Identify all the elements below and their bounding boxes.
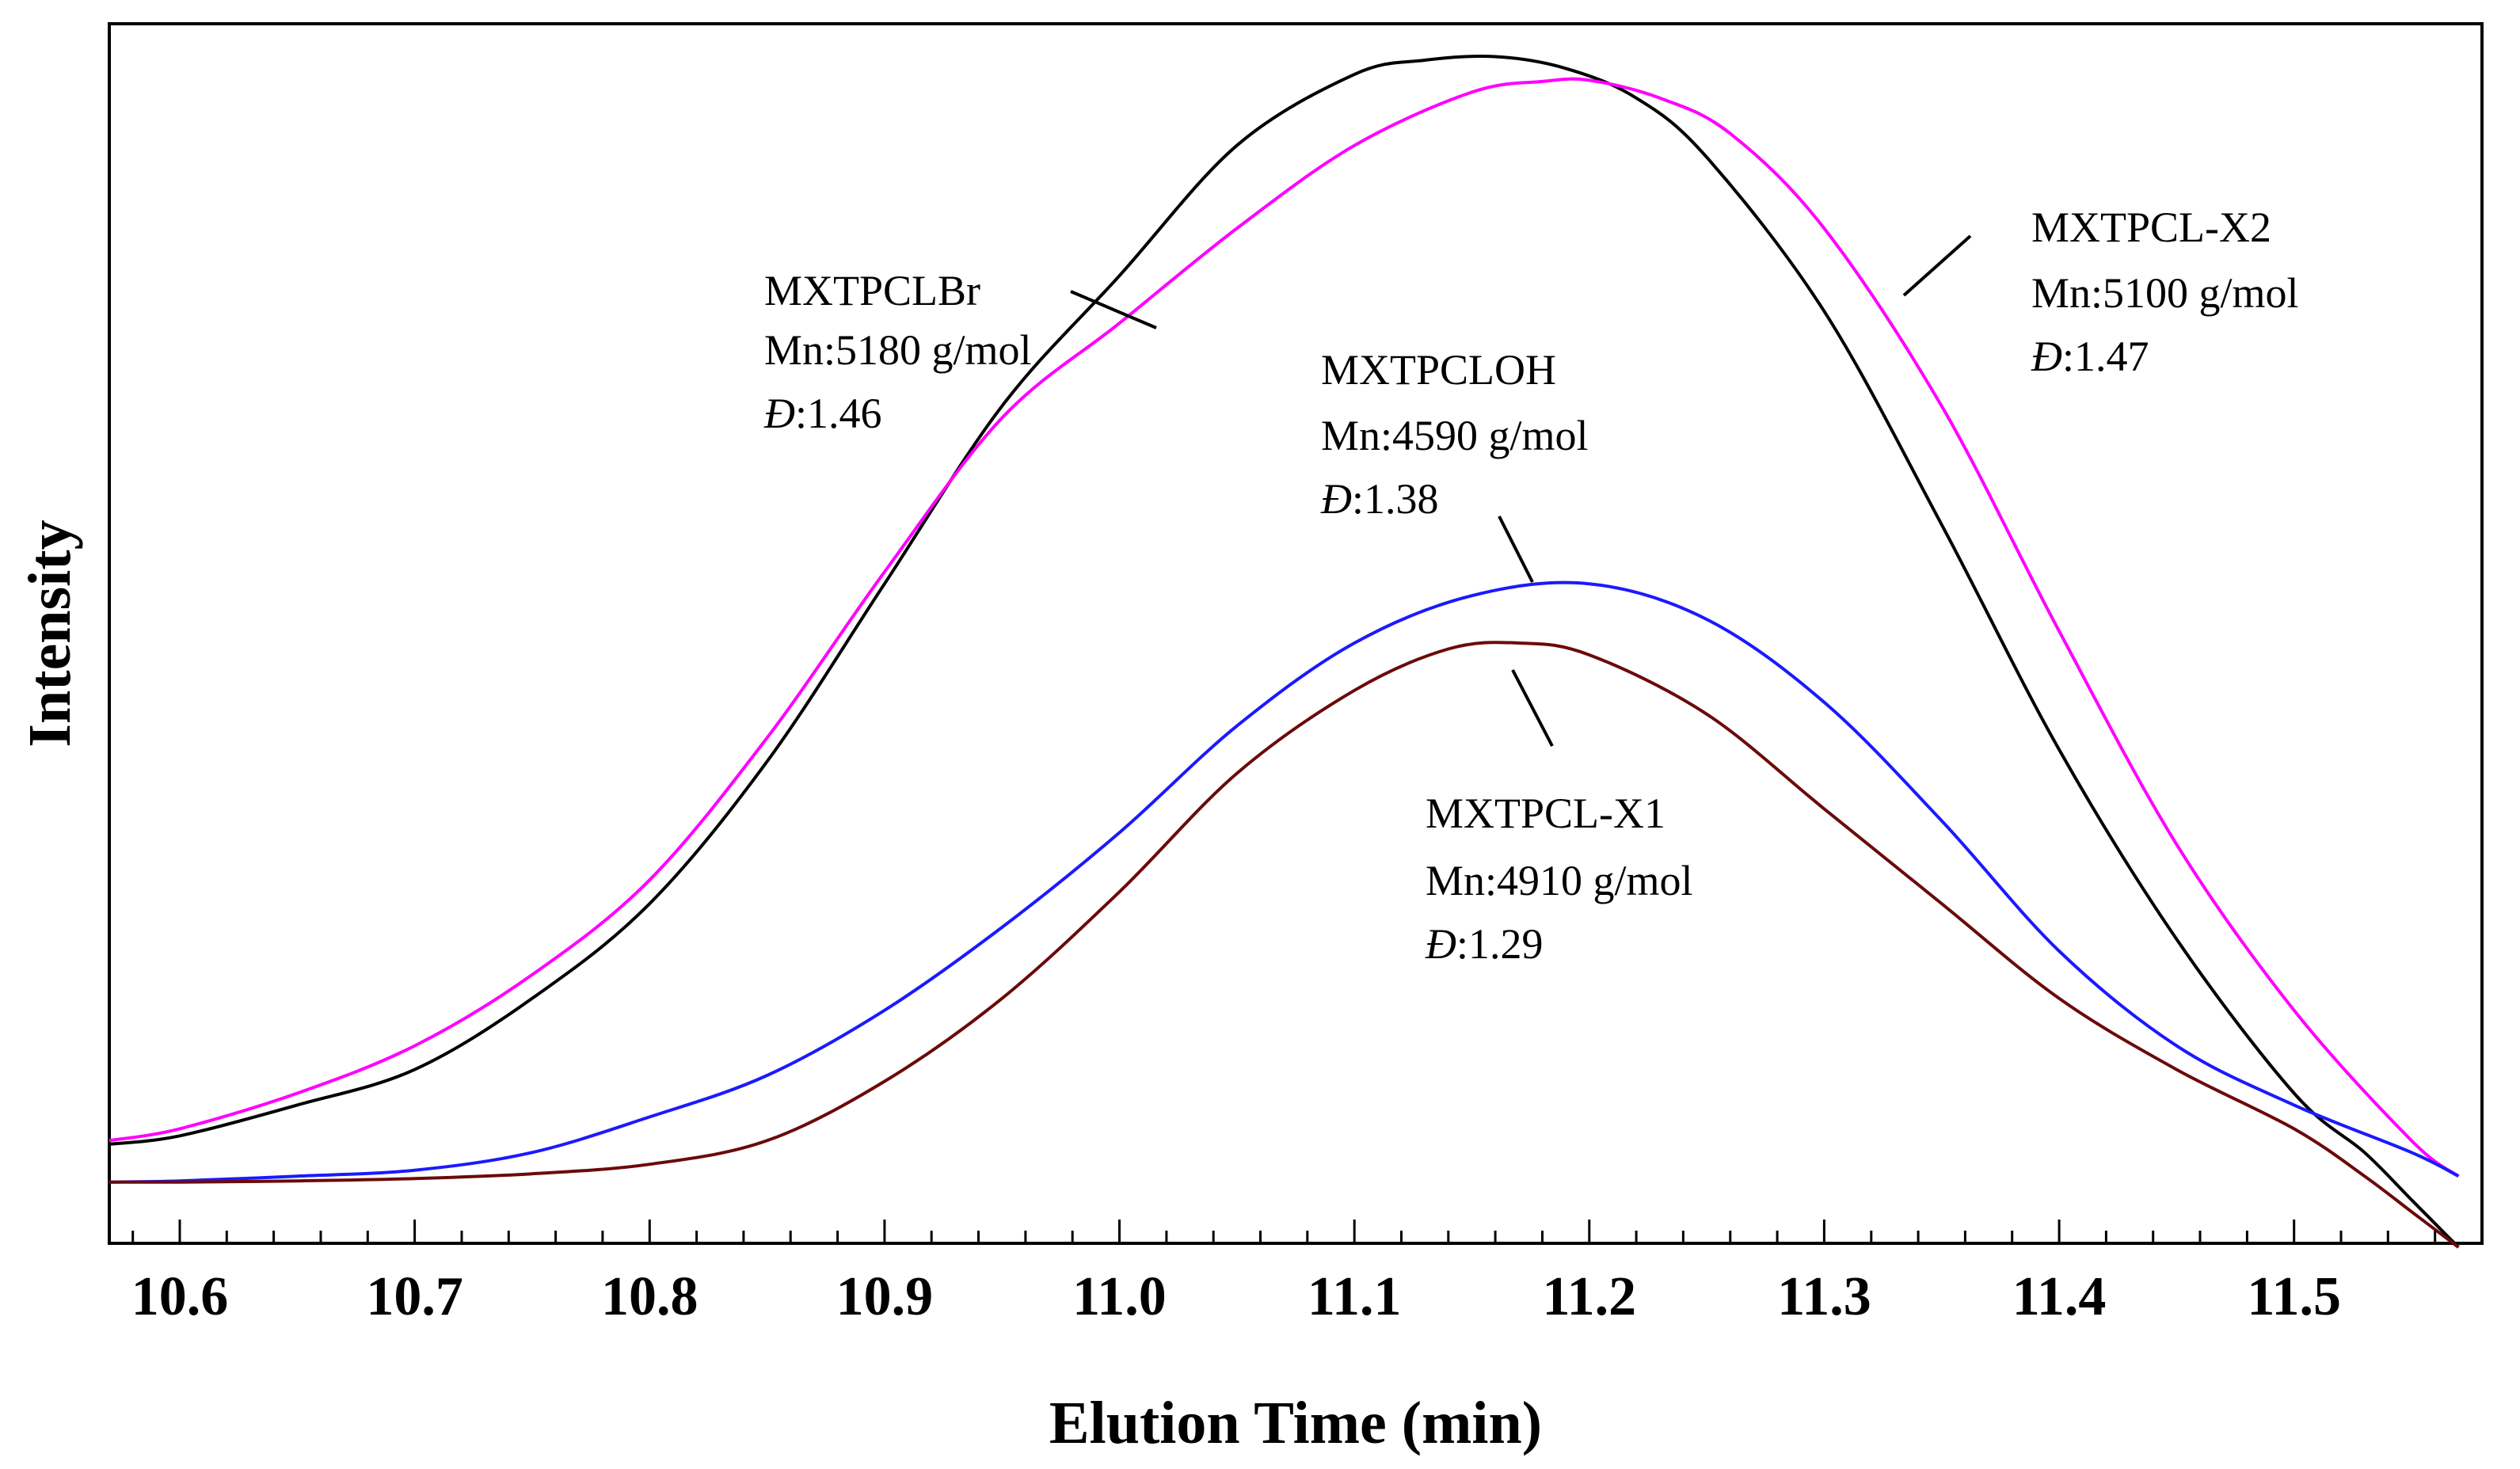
x-tick-label: 11.4	[2012, 1266, 2107, 1327]
annotation-mn: Mn:5100 g/mol	[2031, 269, 2299, 317]
series-layer	[108, 54, 2460, 1249]
annotation-mxtpcloh: MXTPCLOH Mn:4590 g/mol Đ:1.38	[1320, 346, 1589, 583]
series-line-mxtpcloh	[108, 580, 2460, 1184]
series-line-mxtpcl-x2	[108, 77, 2460, 1178]
dispersity-symbol: Đ	[763, 390, 795, 437]
x-tick-label: 11.3	[1777, 1266, 1871, 1327]
annotation-name: MXTPCL-X1	[1426, 790, 1665, 837]
leader-line-mxtpclbr	[1070, 290, 1157, 329]
annotation-name: MXTPCLOH	[1321, 346, 1556, 394]
annotation-dispersity: Đ:1.46	[763, 390, 882, 437]
annotation-name: MXTPCLBr	[764, 267, 980, 314]
x-tick-label: 11.1	[1308, 1266, 1402, 1327]
x-axis-ticks: 10.6 10.7 10.8 10.9 11.0 11.1 11.2 11.3 11.4 11.5	[131, 1220, 2484, 1327]
dispersity-value: :1.46	[795, 390, 882, 437]
series-line-mxtpclbr	[108, 54, 2460, 1249]
x-tick-label: 11.0	[1072, 1266, 1167, 1327]
dispersity-value: :1.38	[1352, 475, 1439, 523]
x-tick-label: 10.8	[601, 1266, 699, 1327]
x-tick-label: 10.7	[366, 1266, 463, 1327]
dispersity-value: :1.47	[2062, 333, 2149, 380]
annotation-mxtpclbr: MXTPCLBr Mn:5180 g/mol Đ:1.46	[763, 267, 1157, 437]
dispersity-symbol: Đ	[1425, 920, 1456, 968]
annotation-name: MXTPCL-X2	[2031, 204, 2271, 251]
x-tick-label: 10.6	[131, 1266, 229, 1327]
annotation-dispersity: Đ:1.47	[2031, 333, 2149, 380]
y-axis-title: Intensity	[17, 519, 83, 747]
dispersity-value: :1.29	[1456, 920, 1544, 968]
dispersity-symbol: Đ	[2031, 333, 2062, 380]
annotation-mn: Mn:4590 g/mol	[1321, 412, 1589, 459]
plot-frame	[108, 22, 2484, 1245]
x-tick-label: 11.2	[1542, 1266, 1636, 1327]
annotation-mxtpcl-x1: MXTPCL-X1 Mn:4910 g/mol Đ:1.29	[1425, 669, 1693, 968]
x-tick-label: 10.9	[836, 1266, 934, 1327]
leader-line-mxtpcloh	[1498, 516, 1534, 583]
annotation-dispersity: Đ:1.29	[1425, 920, 1544, 968]
annotation-dispersity: Đ:1.38	[1320, 475, 1439, 523]
annotation-mn: Mn:5180 g/mol	[764, 326, 1032, 374]
leader-line-mxtpcl-x2	[1902, 234, 1972, 297]
dispersity-symbol: Đ	[1320, 475, 1352, 523]
x-tick-label: 11.5	[2247, 1266, 2341, 1327]
leader-line-mxtpcl-x1	[1511, 669, 1554, 747]
series-line-mxtpcl-x1	[108, 641, 2460, 1249]
annotation-mn: Mn:4910 g/mol	[1426, 857, 1693, 904]
x-axis-title: Elution Time (min)	[1049, 1390, 1542, 1456]
annotation-mxtpcl-x2: MXTPCL-X2 Mn:5100 g/mol Đ:1.47	[1902, 204, 2299, 380]
